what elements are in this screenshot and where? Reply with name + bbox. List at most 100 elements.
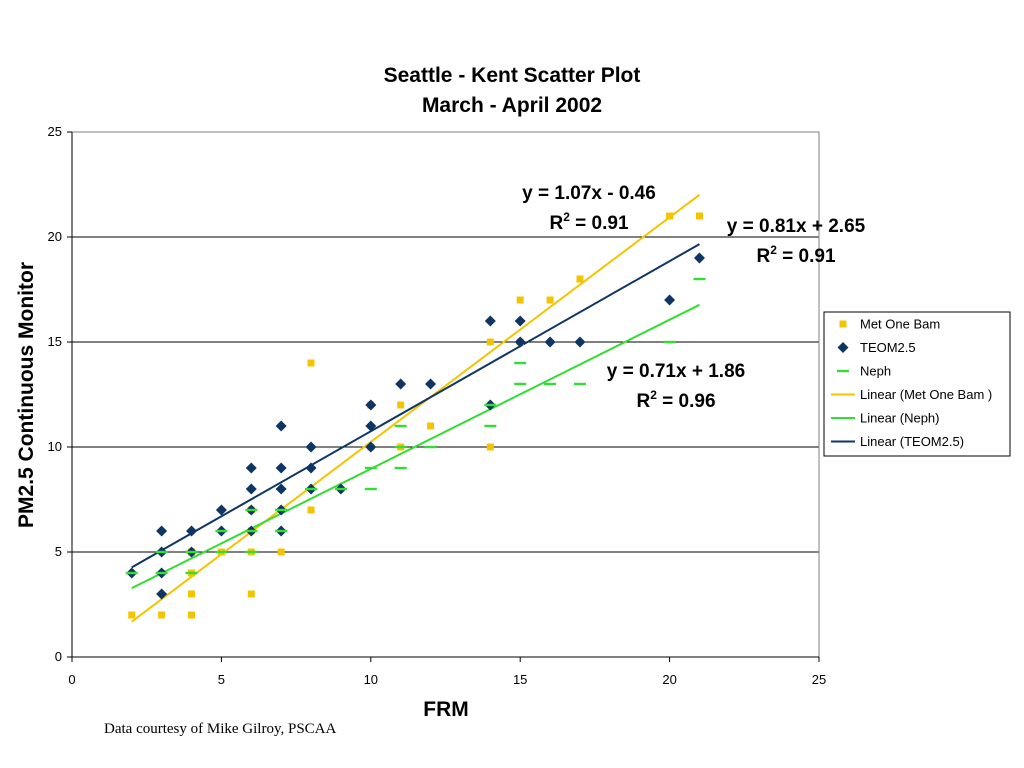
x-tick-label: 5	[218, 672, 225, 687]
y-tick-label: 15	[48, 334, 62, 349]
legend-label: Linear (Met One Bam )	[860, 387, 992, 402]
data-point	[395, 378, 407, 390]
data-point	[546, 296, 554, 304]
data-point	[158, 611, 166, 619]
data-point	[155, 550, 168, 554]
data-point	[424, 445, 437, 449]
data-point	[666, 212, 674, 220]
trend-equation: y = 0.71x + 1.86	[607, 361, 745, 382]
data-point	[188, 611, 196, 619]
r-squared-value: = 0.91	[777, 246, 836, 267]
data-point	[275, 483, 287, 495]
data-point	[275, 420, 287, 432]
data-point	[365, 399, 377, 411]
data-point	[484, 315, 496, 327]
data-point	[544, 336, 556, 348]
data-point	[188, 590, 196, 598]
chart-title-line-2: March - April 2002	[422, 94, 602, 117]
series-1	[126, 252, 705, 600]
x-tick-label: 0	[68, 672, 75, 687]
x-tick-label: 20	[662, 672, 676, 687]
x-tick-label: 25	[812, 672, 826, 687]
data-point	[573, 382, 586, 386]
data-point	[305, 487, 318, 491]
trendline-1	[131, 303, 700, 590]
legend-box	[823, 311, 1011, 457]
y-tick-label: 25	[48, 124, 62, 139]
data-point	[125, 571, 138, 575]
data-point	[186, 525, 198, 537]
data-point	[245, 483, 257, 495]
y-tick-label: 0	[55, 649, 62, 664]
legend-label: Neph	[860, 364, 891, 379]
legend-marker-0	[839, 320, 847, 328]
legend-label: Linear (Neph)	[860, 411, 940, 426]
data-point	[305, 441, 317, 453]
data-point	[215, 550, 228, 554]
legend-label: Linear (TEOM2.5)	[860, 434, 964, 449]
data-point	[156, 588, 168, 600]
data-point	[695, 212, 703, 220]
data-point	[215, 504, 227, 516]
x-tick-label: 15	[513, 672, 527, 687]
data-point	[275, 462, 287, 474]
data-point	[514, 336, 526, 348]
data-point	[693, 252, 705, 264]
data-point	[576, 275, 584, 283]
trend-r-squared: R2 = 0.91	[756, 243, 835, 267]
data-point	[155, 571, 168, 575]
data-point	[394, 424, 407, 428]
data-point	[394, 445, 407, 449]
data-point	[156, 525, 168, 537]
x-tick-label: 10	[364, 672, 378, 687]
r-squared-value: = 0.96	[657, 391, 716, 412]
trend-equation: y = 0.81x + 2.65	[727, 216, 866, 237]
legend-marker-1	[837, 342, 849, 353]
r-squared-label: R	[636, 391, 650, 412]
legend-label: TEOM2.5	[860, 340, 916, 355]
trend-r-squared: R2 = 0.96	[636, 388, 715, 412]
data-point	[425, 378, 437, 390]
data-point	[277, 548, 285, 556]
x-axis-title: FRM	[423, 698, 469, 721]
data-point	[394, 466, 407, 470]
data-point	[185, 550, 198, 554]
r-squared-label: R	[756, 246, 770, 267]
data-point	[305, 462, 317, 474]
data-point	[693, 277, 706, 281]
legend-label: Met One Bam	[860, 317, 940, 332]
data-point	[574, 336, 586, 348]
plot-area: 0 5 10 15 20 25 0 5 10 15 20 25	[48, 124, 827, 687]
data-point	[128, 611, 136, 619]
data-point	[245, 508, 258, 512]
data-point	[427, 422, 435, 430]
data-point	[514, 382, 527, 386]
data-point	[484, 403, 497, 407]
data-point	[364, 487, 377, 491]
data-point	[486, 338, 494, 346]
trend-equation: y = 1.07x - 0.46	[522, 183, 656, 204]
legend-marker-2	[837, 369, 849, 373]
data-point	[215, 529, 228, 533]
data-point	[307, 359, 315, 367]
data-point	[185, 571, 198, 575]
series-2	[125, 277, 706, 575]
data-point	[484, 424, 497, 428]
data-point	[365, 420, 377, 432]
data-point	[334, 487, 347, 491]
trendline-0	[131, 193, 701, 623]
data-point	[245, 550, 258, 554]
r-squared-label: R	[549, 213, 563, 234]
data-point	[514, 361, 527, 365]
chart-title-line-1: Seattle - Kent Scatter Plot	[384, 64, 641, 87]
r-squared-superscript: 2	[770, 243, 777, 257]
data-credit: Data courtesy of Mike Gilroy, PSCAA	[104, 721, 336, 737]
series-0	[128, 212, 703, 619]
r-squared-value: = 0.91	[570, 213, 629, 234]
data-point	[247, 590, 255, 598]
data-point	[514, 315, 526, 327]
data-point	[364, 466, 377, 470]
data-point	[245, 462, 257, 474]
